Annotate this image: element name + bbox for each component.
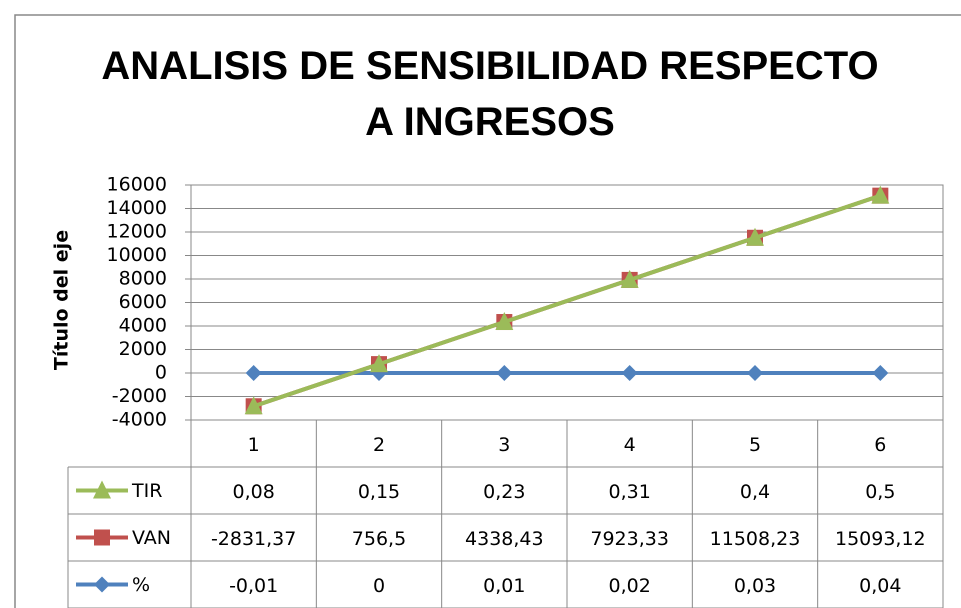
x-tick-label: 2	[373, 434, 385, 456]
x-tick-label: 5	[749, 434, 761, 456]
chart-frame	[14, 14, 961, 608]
marker	[620, 269, 639, 288]
y-tick-label: 2000	[119, 338, 167, 360]
table-value: 0,5	[865, 481, 895, 503]
marker	[244, 396, 263, 415]
marker	[871, 185, 890, 204]
table-value: -0,01	[229, 575, 278, 597]
legend-label: %	[132, 574, 150, 596]
table-value: 0,01	[483, 575, 525, 597]
marker	[495, 312, 514, 331]
marker	[496, 364, 513, 381]
table-value: 0	[373, 575, 385, 597]
table-value: 0,15	[358, 481, 400, 503]
marker	[94, 576, 110, 593]
y-tick-label: 16000	[107, 174, 167, 196]
table-value: 7923,33	[590, 528, 669, 550]
marker	[94, 529, 110, 546]
table-value: 15093,12	[835, 528, 926, 550]
table-value: 0,02	[609, 575, 651, 597]
table-value: 756,5	[352, 528, 406, 550]
table-value: 0,03	[734, 575, 776, 597]
legend-label: VAN	[132, 527, 171, 549]
table-value: 4338,43	[465, 528, 544, 550]
y-tick-label: 10000	[107, 244, 167, 266]
x-tick-label: 3	[498, 434, 510, 456]
marker	[370, 354, 388, 373]
y-tick-label: 6000	[119, 291, 167, 313]
y-tick-label: -2000	[112, 385, 167, 407]
legend-label: TIR	[131, 480, 162, 502]
table-value: -2831,37	[211, 528, 296, 550]
table-value: 0,23	[483, 481, 525, 503]
series-line	[253, 193, 881, 409]
table-value: 0,31	[609, 481, 651, 503]
marker	[746, 227, 764, 246]
chart-title: ANALISIS DE SENSIBILIDAD RESPECTO A INGR…	[101, 44, 879, 144]
table-value: 0,08	[233, 481, 275, 503]
table-value: 0,4	[740, 481, 770, 503]
marker	[872, 364, 889, 381]
marker	[621, 364, 638, 381]
marker	[93, 480, 111, 499]
y-tick-label: 12000	[107, 221, 167, 243]
marker	[245, 365, 262, 382]
x-tick-label: 6	[874, 434, 886, 456]
y-tick-label: -4000	[112, 409, 167, 431]
y-tick-label: 8000	[119, 268, 167, 290]
table-value: 0,04	[859, 575, 901, 597]
y-axis-label: Título del eje	[51, 230, 73, 370]
y-tick-label: 14000	[107, 197, 167, 219]
y-tick-label: 4000	[119, 315, 167, 337]
marker	[747, 364, 763, 381]
y-tick-label: 0	[155, 362, 167, 384]
x-tick-label: 1	[248, 434, 260, 456]
table-value: 11508,23	[710, 528, 801, 550]
x-tick-label: 4	[624, 434, 636, 456]
